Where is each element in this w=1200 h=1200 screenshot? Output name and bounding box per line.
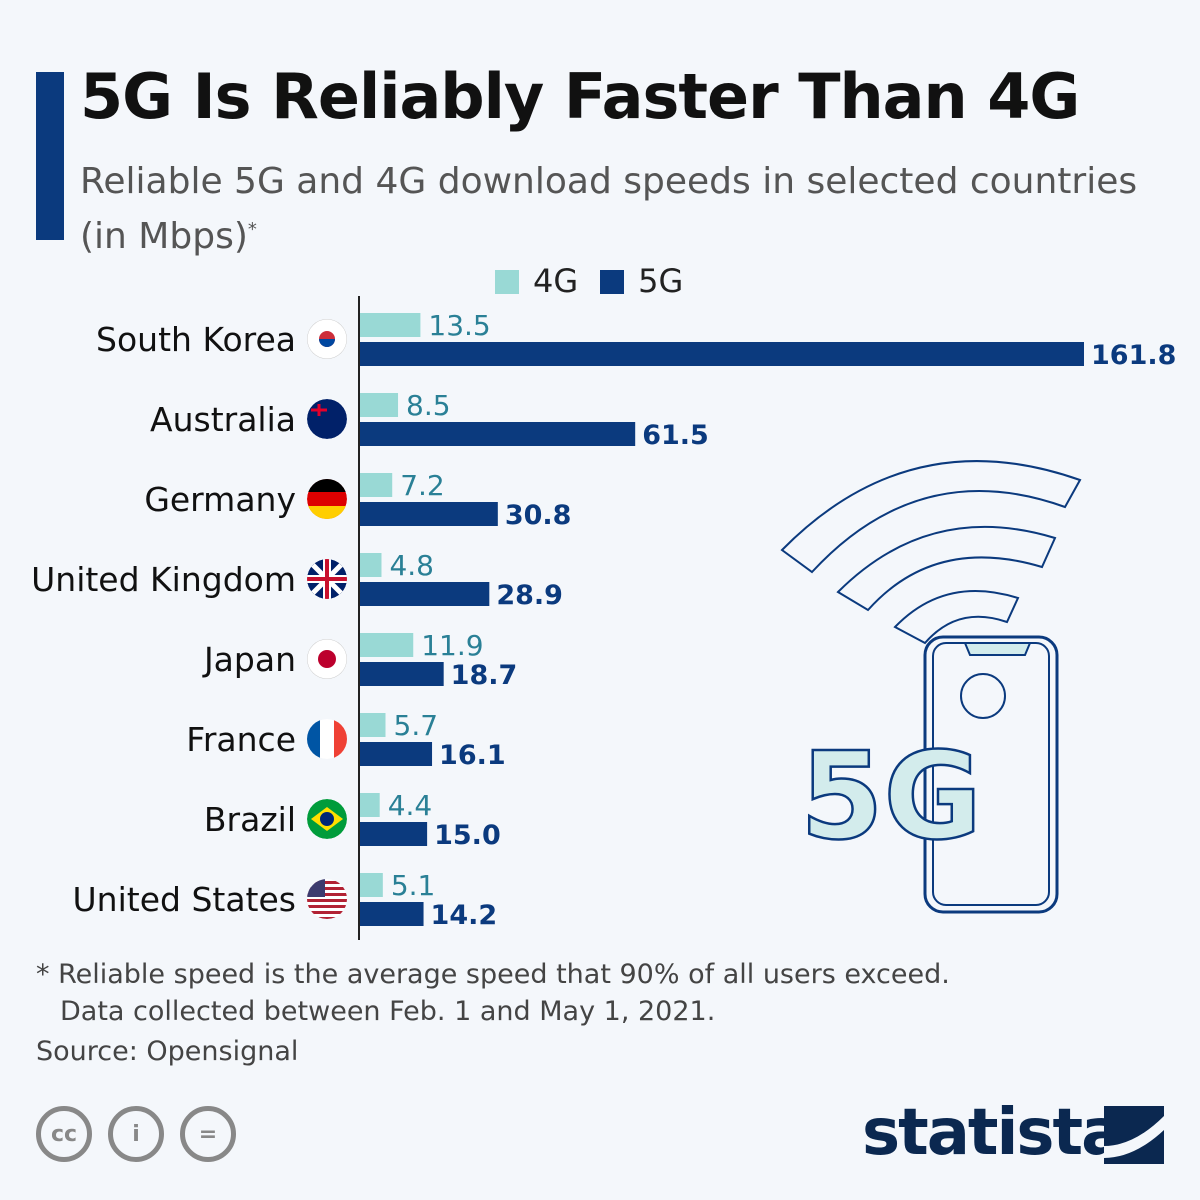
bar-5g: [360, 422, 636, 446]
category-label: Japan: [202, 640, 296, 679]
5g-phone-illustration: 5G: [780, 460, 1082, 914]
data-label-4g: 5.1: [391, 869, 436, 902]
bar-5g: [360, 582, 490, 606]
chart-title: 5G Is Reliably Faster Than 4G: [80, 60, 1080, 133]
footnote: * Reliable speed is the average speed th…: [36, 956, 950, 1030]
category-label: South Korea: [96, 320, 296, 359]
legend-swatch-5g: [600, 270, 625, 294]
statista-logo-mark: [1104, 1106, 1164, 1164]
phone-camera: [960, 673, 1006, 719]
united-states-flag-icon: [307, 879, 347, 919]
data-label-5g: 15.0: [434, 820, 501, 851]
subtitle-footnote-mark: *: [247, 219, 257, 240]
category-label: United Kingdom: [31, 560, 296, 599]
legend-item-4g: 4G: [495, 262, 578, 300]
title-accent-bar: [36, 72, 64, 240]
bar-4g: [360, 793, 380, 817]
category-row: Japan 11.918.7: [202, 629, 517, 691]
legend-label-4g: 4G: [533, 262, 579, 300]
bar-5g: [360, 662, 444, 686]
legend-label-5g: 5G: [638, 262, 684, 300]
category-row: Germany 7.2 30.8: [144, 469, 571, 531]
brazil-flag-icon: [307, 799, 347, 839]
legend-item-5g: 5G: [600, 262, 683, 300]
united-kingdom-flag-icon: [307, 559, 347, 599]
bar-4g: [360, 393, 399, 417]
data-label-4g: 4.4: [388, 789, 433, 822]
japan-flag-icon: [307, 639, 347, 679]
bar-5g: [360, 742, 433, 766]
category-row: United States 5.114.2: [73, 869, 498, 931]
category-row: Australia 8.5 61.5: [150, 389, 709, 451]
5g-illustration-text: 5G: [800, 728, 982, 867]
bar-chart: South Korea 13.5 161.8 Australia 8.5 61.5 Germ…: [31, 296, 1176, 940]
category-label: Brazil: [204, 800, 296, 839]
subtitle-text: Reliable 5G and 4G download speeds in se…: [80, 161, 1138, 257]
signal-arc-medium: [836, 525, 1057, 612]
data-label-4g: 13.5: [428, 309, 490, 342]
data-label-5g: 28.9: [496, 580, 563, 611]
bar-4g: [360, 713, 386, 737]
bar-5g: [360, 902, 424, 926]
data-label-4g: 5.7: [394, 709, 439, 742]
data-label-5g: 30.8: [505, 500, 572, 531]
bar-5g: [360, 342, 1084, 366]
no-derivatives-icon: =: [180, 1106, 236, 1162]
data-label-5g: 14.2: [431, 900, 498, 931]
signal-arc-large: [780, 460, 1082, 574]
attribution-icon: i: [108, 1106, 164, 1162]
category-label: Australia: [150, 400, 296, 439]
cc-icon: cc: [36, 1106, 92, 1162]
data-label-4g: 8.5: [406, 389, 451, 422]
data-label-4g: 7.2: [400, 469, 445, 502]
category-row: United Kingdom 4.8 28.9: [31, 549, 563, 611]
footnote-line-1: * Reliable speed is the average speed th…: [36, 959, 950, 990]
phone-outline: [923, 635, 1059, 914]
category-label: United States: [73, 880, 296, 919]
legend-swatch-4g: [495, 270, 519, 294]
data-label-5g: 16.1: [439, 740, 506, 771]
data-label-5g: 161.8: [1091, 340, 1176, 371]
category-label: France: [186, 720, 296, 759]
category-label: Germany: [144, 480, 296, 519]
bar-4g: [360, 313, 421, 337]
bar-5g: [360, 502, 498, 526]
chart-subtitle: Reliable 5G and 4G download speeds in se…: [80, 158, 1180, 261]
source: Source: Opensignal: [36, 1036, 299, 1067]
data-label-5g: 61.5: [642, 420, 709, 451]
brand-text: statista: [862, 1096, 1124, 1170]
bar-4g: [360, 873, 383, 897]
data-label-4g: 11.9: [421, 629, 483, 662]
category-row: South Korea 13.5 161.8: [96, 309, 1176, 371]
footnote-line-2: Data collected between Feb. 1 and May 1,…: [60, 996, 716, 1027]
bar-5g: [360, 822, 428, 846]
australia-flag-icon: [307, 399, 347, 439]
category-row: Brazil 4.415.0: [204, 789, 501, 851]
france-flag-icon: [307, 719, 347, 759]
legend: 4G 5G: [495, 262, 683, 300]
statista-logo[interactable]: statista: [862, 1096, 1124, 1170]
bar-4g: [360, 473, 393, 497]
data-label-4g: 4.8: [389, 549, 434, 582]
signal-arc-small: [893, 590, 1020, 645]
germany-flag-icon: [307, 479, 347, 519]
bar-4g: [360, 633, 414, 657]
south-korea-flag-icon: [307, 319, 347, 359]
bar-4g: [360, 553, 382, 577]
category-row: France 5.716.1: [186, 709, 505, 771]
data-label-5g: 18.7: [451, 660, 518, 691]
